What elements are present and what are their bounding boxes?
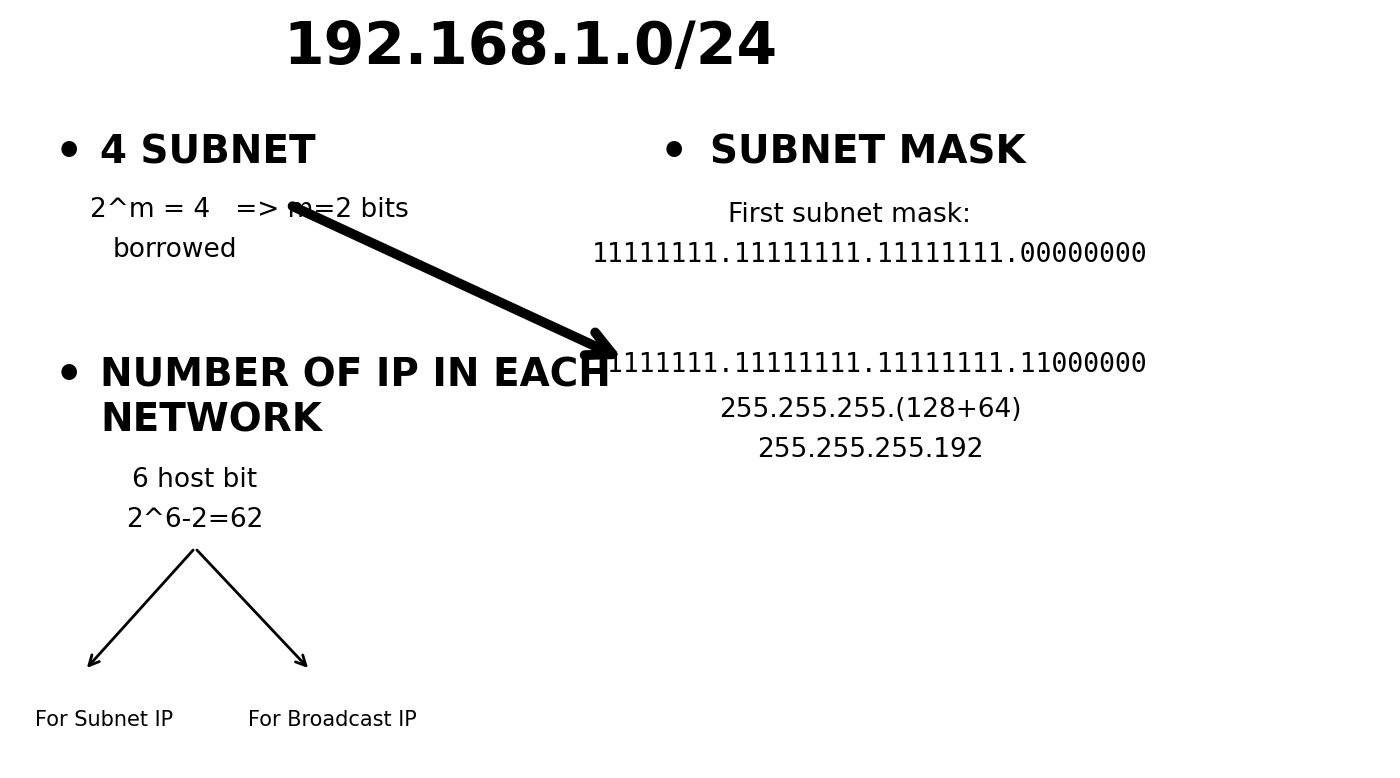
Text: 255.255.255.192: 255.255.255.192 <box>757 437 983 463</box>
Text: 192.168.1.0/24: 192.168.1.0/24 <box>283 19 777 75</box>
Text: 2^m = 4   => m=2 bits: 2^m = 4 => m=2 bits <box>90 197 409 223</box>
Text: 4 SUBNET: 4 SUBNET <box>99 133 315 171</box>
Text: •: • <box>55 131 84 173</box>
Text: 6 host bit: 6 host bit <box>133 467 258 493</box>
Text: 2^6-2=62: 2^6-2=62 <box>126 507 263 533</box>
Text: •: • <box>659 131 689 173</box>
Text: •: • <box>55 353 84 397</box>
Text: For Broadcast IP: For Broadcast IP <box>248 710 417 730</box>
Text: SUBNET MASK: SUBNET MASK <box>710 133 1026 171</box>
Text: 11111111.11111111.11111111.00000000: 11111111.11111111.11111111.00000000 <box>592 242 1148 268</box>
Text: 11111111.11111111.11111111.11000000: 11111111.11111111.11111111.11000000 <box>592 352 1148 378</box>
Text: 255.255.255.(128+64): 255.255.255.(128+64) <box>718 397 1021 423</box>
Text: For Subnet IP: For Subnet IP <box>35 710 174 730</box>
Text: NETWORK: NETWORK <box>99 401 322 439</box>
Text: First subnet mask:: First subnet mask: <box>728 202 972 228</box>
Text: NUMBER OF IP IN EACH: NUMBER OF IP IN EACH <box>99 356 610 394</box>
Text: borrowed: borrowed <box>113 237 237 263</box>
